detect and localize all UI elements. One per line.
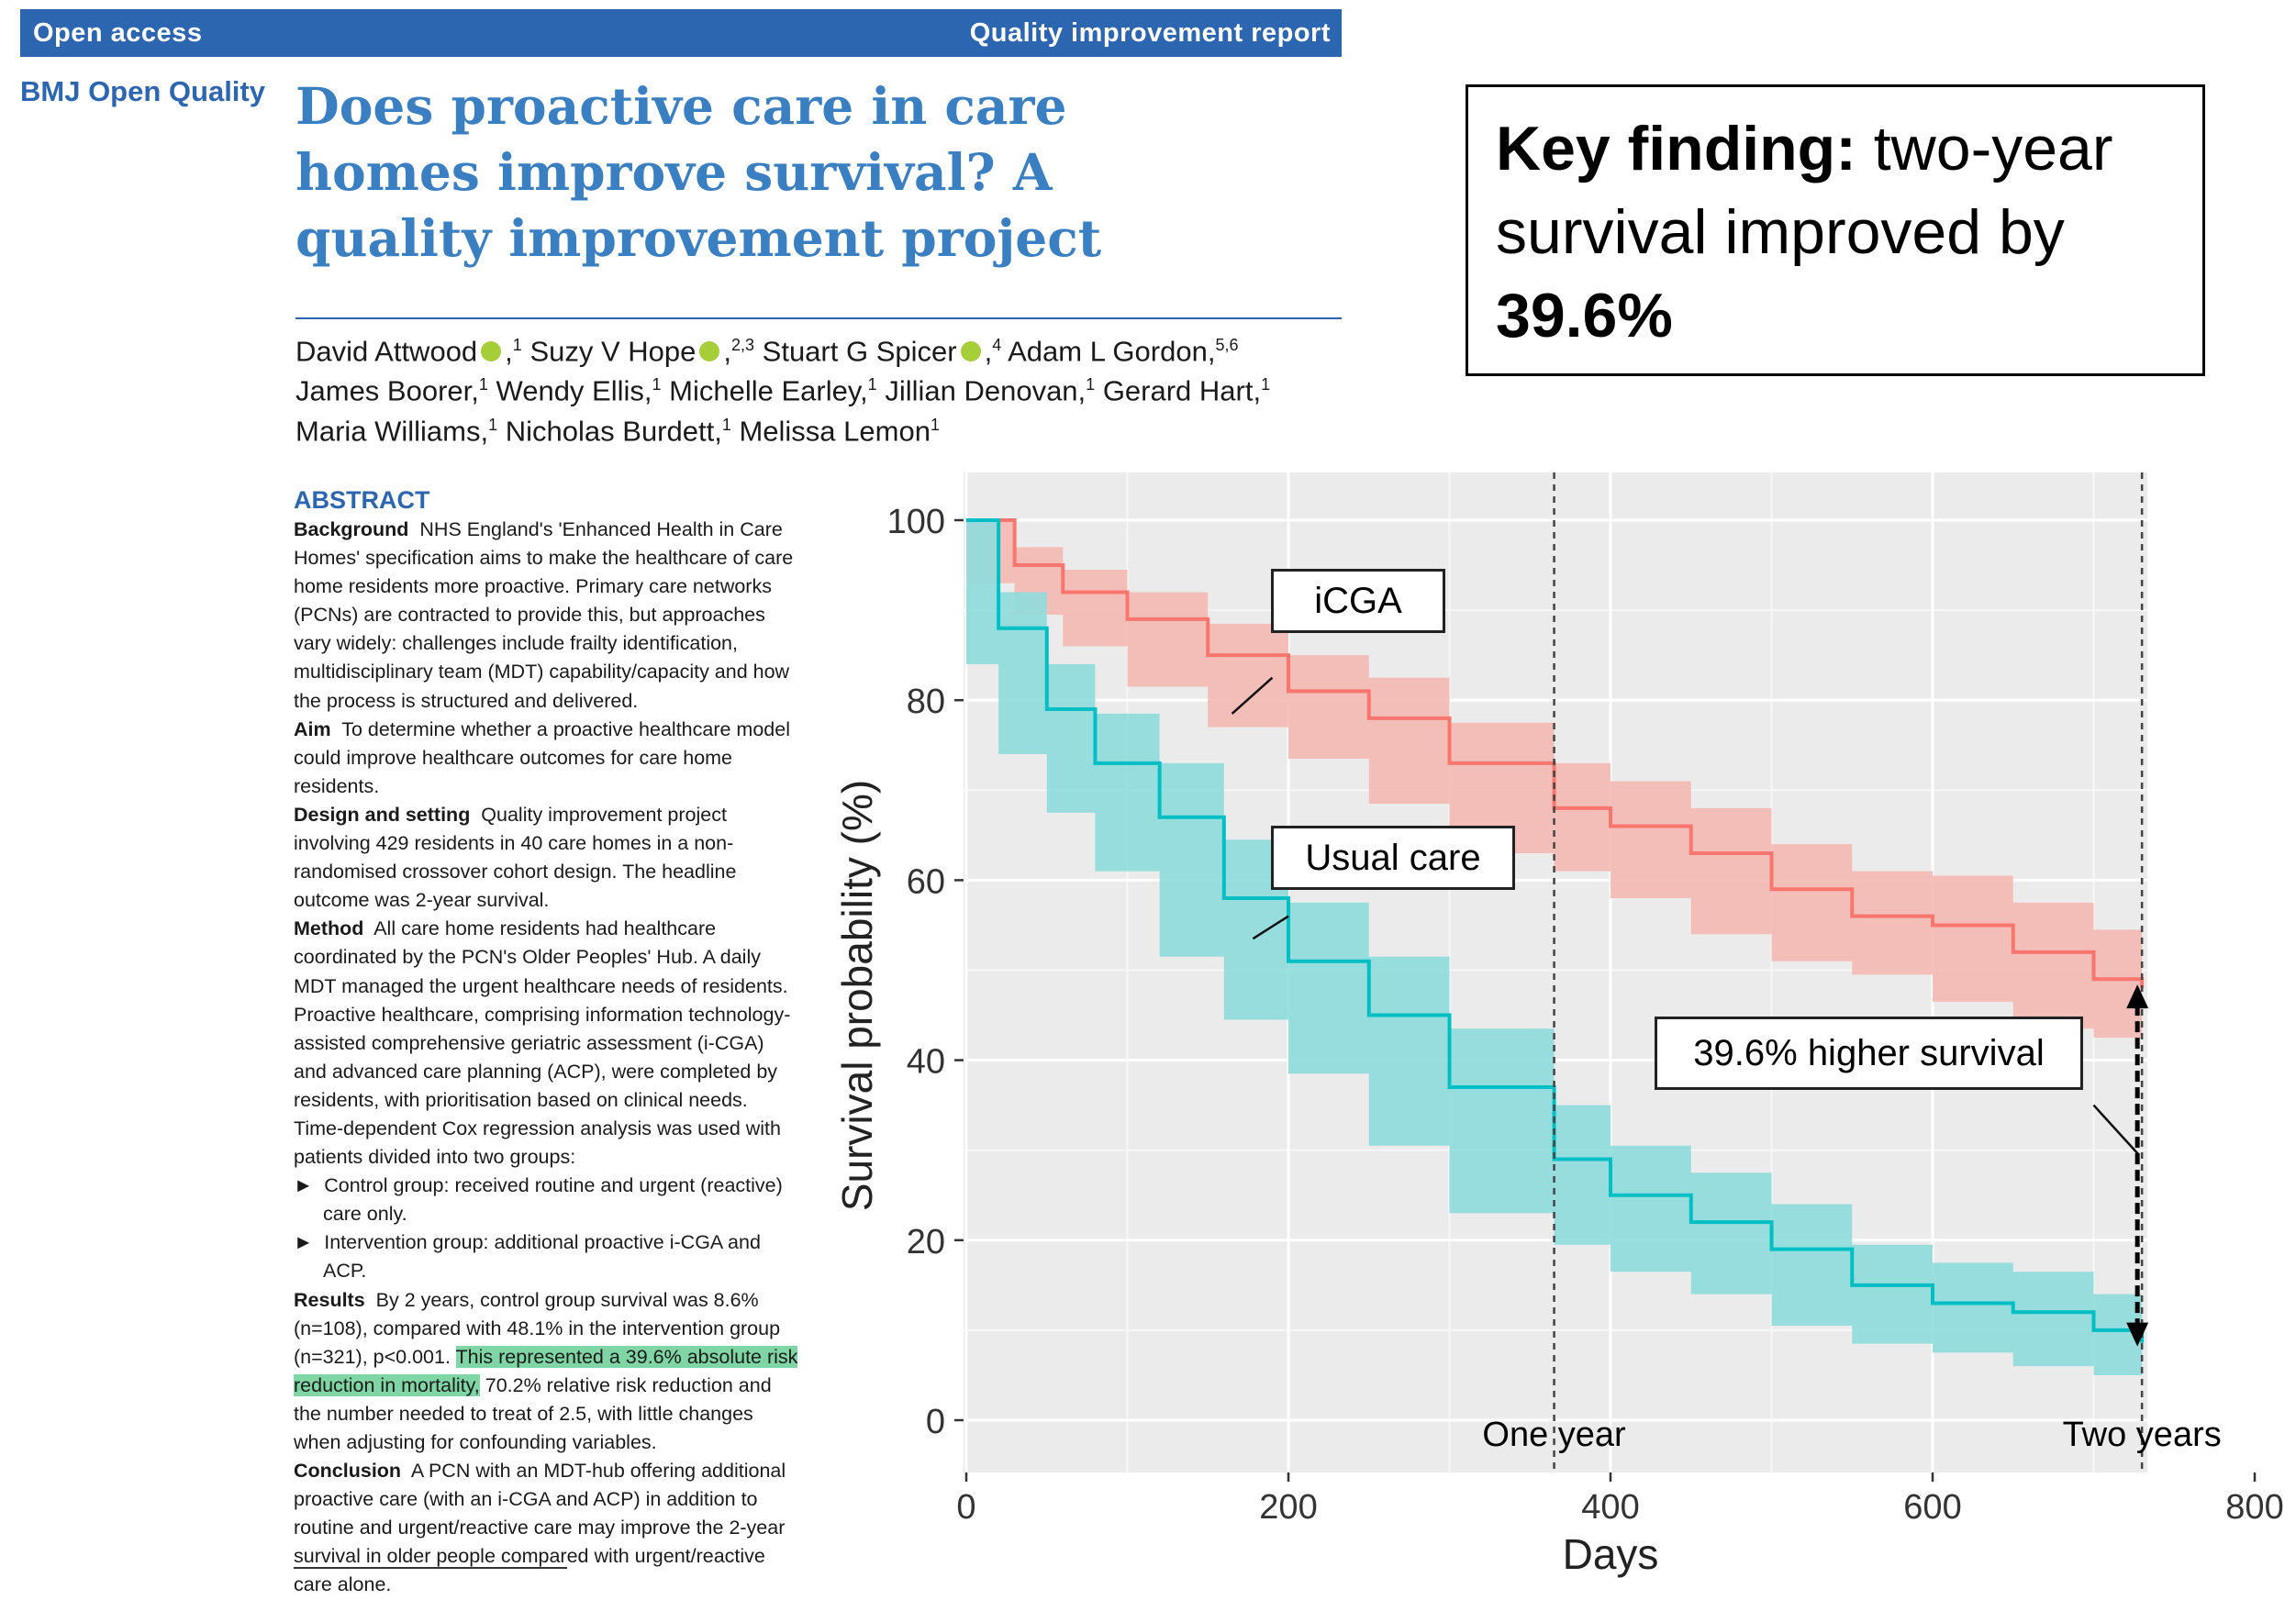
results-text: By 2 years, control group survival was 8… — [294, 1288, 781, 1368]
design-text: Quality improvement project involving 42… — [294, 803, 737, 912]
author-affiliation: 1 — [512, 336, 522, 354]
x-tick-label: 200 — [1259, 1488, 1317, 1527]
author-name: Suzy V Hope — [529, 335, 697, 368]
abstract-background: Background NHS England's 'Enhanced Healt… — [294, 516, 800, 716]
abstract-divider — [294, 1567, 567, 1569]
conclusion-label: Conclusion — [294, 1460, 402, 1483]
author-name: Melissa Lemon — [739, 414, 931, 447]
author-name: Jillian Denovan, — [885, 374, 1087, 407]
author-name: Stuart G Spicer — [762, 335, 957, 368]
abstract-bullet-control: ► Control group: received routine and ur… — [294, 1174, 783, 1226]
aim-text: To determine whether a proactive healthc… — [294, 717, 790, 797]
author-name: James Boorer, — [295, 374, 479, 407]
key-finding-value: 39.6% — [1496, 281, 1673, 350]
x-tick-label: 800 — [2225, 1488, 2283, 1527]
author-list: David Attwood ,1 Suzy V Hope ,2,3 Stuart G… — [295, 335, 1271, 447]
method-label: Method — [294, 917, 364, 940]
usual-care-callout-text: Usual care — [1305, 837, 1481, 878]
survival-chart-svg: One year Two years 0 20 40 60 80 100 0 200 400 600 8… — [833, 472, 2284, 1578]
abstract: ABSTRACT Background NHS England's 'Enhan… — [294, 484, 800, 1600]
callout-leader — [2092, 1104, 2140, 1156]
author-name: Nicholas Burdett, — [505, 414, 722, 447]
usual-care-callout: Usual care — [1271, 826, 1515, 890]
callout-leader — [1231, 676, 1274, 715]
background-label: Background — [294, 518, 409, 540]
journal-name: BMJ Open Quality — [20, 75, 265, 107]
design-label: Design and setting — [294, 803, 471, 826]
paper-title: Does proactive care in care homes improv… — [295, 76, 1102, 268]
author-affiliation: 1 — [488, 415, 498, 434]
difference-callout-text: 39.6% higher survival — [1693, 1032, 2045, 1073]
author-affiliation: 1 — [721, 415, 731, 434]
results-label: Results — [294, 1288, 365, 1311]
author-name: Michelle Earley, — [669, 374, 868, 407]
survival-chart: One year Two years 0 20 40 60 80 100 0 200 400 600 8… — [808, 459, 2294, 1588]
x-tick-label: 600 — [1903, 1488, 1961, 1527]
author-name: Wendy Ellis, — [496, 374, 652, 407]
author-affiliation: 5,6 — [1215, 336, 1239, 354]
author-affiliation: 1 — [652, 375, 662, 394]
abstract-method: Method All care home residents had healt… — [294, 915, 800, 1172]
y-tick-label: 40 — [907, 1043, 945, 1082]
icga-callout: iCGA — [1271, 569, 1445, 633]
difference-callout: 39.6% higher survival — [1655, 1017, 2083, 1090]
abstract-aim: Aim To determine whether a proactive hea… — [294, 716, 800, 801]
abstract-bullet-intervention: ► Intervention group: additional proacti… — [294, 1231, 761, 1283]
y-tick-label: 20 — [907, 1223, 945, 1261]
x-axis-label: Days — [1563, 1530, 1659, 1578]
author-affiliation: 1 — [478, 375, 488, 394]
conclusion-text: A PCN with an MDT-hub offering additiona… — [294, 1460, 786, 1596]
x-tick-label: 400 — [1581, 1488, 1639, 1527]
author-affiliation: 1 — [930, 415, 940, 434]
x-tick-label: 0 — [956, 1488, 975, 1527]
key-finding-text: two-year survival improved by — [1496, 114, 2113, 267]
orcid-icon[interactable] — [699, 341, 720, 362]
author-name: Adam L Gordon, — [1008, 335, 1216, 368]
abstract-results: Results By 2 years, control group surviv… — [294, 1286, 800, 1458]
author-affiliation: 2,3 — [731, 336, 755, 354]
survival-line — [966, 518, 2145, 1343]
header-bar: Open access Quality improvement report — [20, 9, 1342, 57]
y-axis-label: Survival probability (%) — [833, 780, 881, 1211]
abstract-heading: ABSTRACT — [294, 486, 430, 514]
bullet-control-text: Control group: received routine and urge… — [323, 1174, 783, 1226]
orcid-icon[interactable] — [481, 341, 502, 362]
author-affiliation: 1 — [1261, 375, 1271, 394]
author-affiliation: 4 — [992, 336, 1002, 354]
author-name: Gerard Hart, — [1102, 374, 1262, 407]
background-text: NHS England's 'Enhanced Health in Care H… — [294, 518, 794, 712]
reference-label: One year — [1482, 1416, 1626, 1454]
y-tick-label: 100 — [887, 503, 945, 541]
author-name: David Attwood — [295, 335, 478, 368]
title-divider — [295, 317, 1342, 319]
y-tick-label: 60 — [907, 862, 945, 901]
author-name: Maria Williams, — [295, 414, 489, 447]
orcid-icon[interactable] — [960, 341, 981, 362]
aim-label: Aim — [294, 717, 331, 740]
callout-leader — [1252, 915, 1289, 940]
icga-callout-text: iCGA — [1314, 580, 1402, 621]
abstract-conclusion: Conclusion A PCN with an MDT-hub offerin… — [294, 1457, 800, 1599]
bullet-intervention-text: Intervention group: additional proactive… — [323, 1231, 761, 1283]
author-affiliation: 1 — [867, 375, 877, 394]
key-finding-label: Key finding: — [1496, 114, 1856, 183]
arrow-head-down — [2126, 1322, 2149, 1347]
abstract-design: Design and setting Quality improvement p… — [294, 801, 800, 915]
open-access-label: Open access — [33, 17, 203, 48]
y-tick-label: 80 — [907, 683, 945, 721]
y-tick-label: 0 — [926, 1403, 945, 1441]
reference-label: Two years — [2063, 1416, 2222, 1454]
report-type-label: Quality improvement report — [969, 17, 1331, 48]
author-affiliation: 1 — [1086, 375, 1096, 394]
method-text: All care home residents had healthcare c… — [294, 917, 791, 1169]
results-text-post: 70.2% relative risk reduction and the nu… — [294, 1373, 772, 1453]
key-finding-box: Key finding: two-year survival improved … — [1466, 84, 2205, 376]
arrow-head-up — [2126, 984, 2149, 1009]
